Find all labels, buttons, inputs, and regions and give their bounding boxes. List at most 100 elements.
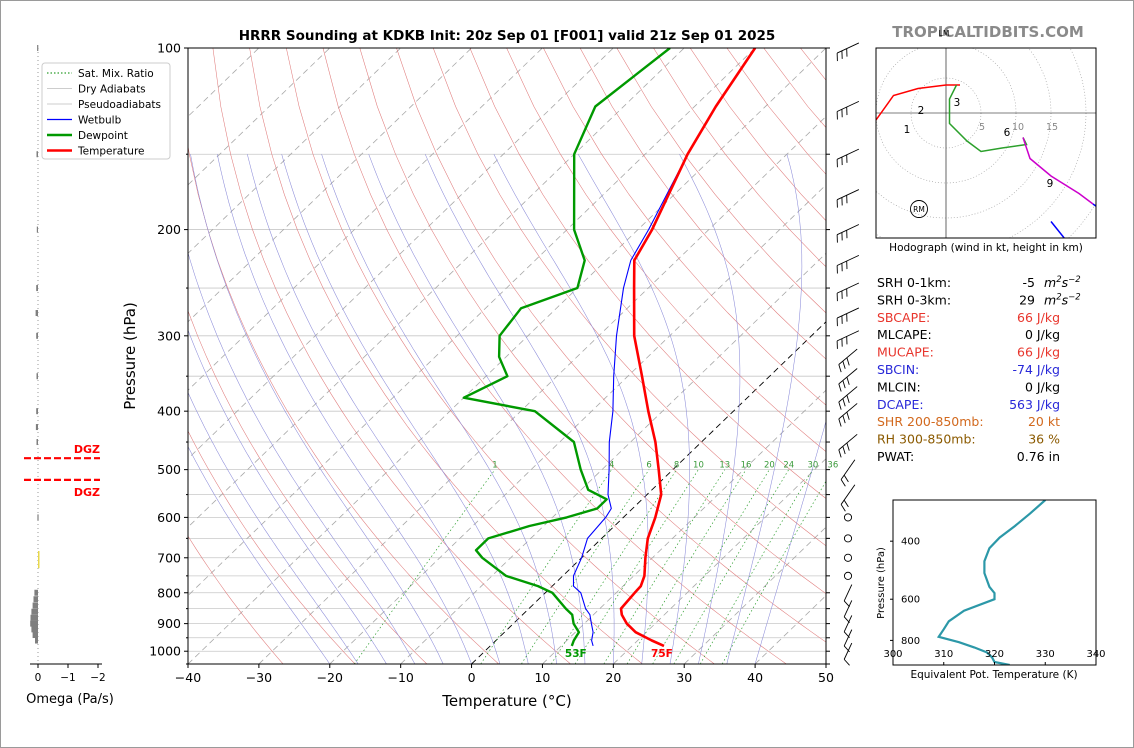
x-tick-label: 40 <box>747 670 763 685</box>
wind-barb-feather <box>838 383 842 392</box>
index-label: MLCIN: <box>877 379 921 394</box>
x-tick-label: 50 <box>818 670 834 685</box>
hodograph-height-label: 6 <box>1004 127 1011 139</box>
omega-bar <box>34 589 38 596</box>
dry-adiabat-line <box>286 48 715 664</box>
mixing-ratio-label: 30 <box>807 461 818 471</box>
dry-adiabat-line <box>579 48 826 360</box>
calm-wind-circle <box>843 553 853 562</box>
index-value: -5 <box>1023 275 1035 290</box>
theta-e-x-tick-label: 340 <box>1086 649 1105 660</box>
storm-motion-rm-circle <box>910 200 928 218</box>
moist-adiabat-line <box>493 154 649 664</box>
x-tick-label: 30 <box>676 670 692 685</box>
legend-label: Dry Adiabats <box>78 84 146 96</box>
wind-barb-staff <box>843 615 853 632</box>
wind-barb-staff <box>843 600 853 617</box>
moist-adiabat-line <box>188 329 387 664</box>
mixing-ratio-line <box>480 469 612 664</box>
y-tick-label: 400 <box>157 404 181 419</box>
mixing-ratio-label: 16 <box>741 461 752 471</box>
omega-bar <box>31 608 38 615</box>
moist-adiabat-line <box>188 446 331 664</box>
moist-adiabat-line <box>368 154 586 664</box>
index-value: 66 J/kg <box>1017 310 1060 325</box>
wind-barb-staff <box>843 642 853 660</box>
mixing-ratio-label: 36 <box>827 461 838 471</box>
dry-adiabat-line <box>396 48 826 594</box>
legend: Sat. Mix. Ratio Dry Adiabats Pseudoadiabat… <box>41 62 171 160</box>
wind-barb-feather <box>840 504 846 512</box>
hodograph-height-label: 2 <box>918 105 925 117</box>
isotherm-line <box>329 184 826 664</box>
wind-barb-feather <box>842 446 846 455</box>
hodograph-labels: 5 10 15 12 3 6 9 RM LM <box>904 29 1058 218</box>
index-value: 0 J/kg <box>1025 327 1060 342</box>
theta-e-profile-line <box>936 500 1047 665</box>
x-tick-label: −30 <box>246 670 272 685</box>
wind-barb-staff <box>838 368 858 385</box>
legend-label: Pseudoadiabats <box>78 99 161 111</box>
dry-adiabat-line <box>249 48 643 664</box>
mixing-ratio-line <box>721 480 826 664</box>
index-value: 36 % <box>1028 432 1060 447</box>
index-value: 29 <box>1019 292 1035 307</box>
moist-adiabat-line <box>577 154 690 664</box>
isotherm-line <box>258 115 826 664</box>
omega-bar <box>36 373 38 380</box>
isotherm-line <box>188 48 756 597</box>
sounding-indices: SRH 0-1km: -5 m2s−2 SRH 0-3km: 29 m2s−2 SBCAPE… <box>877 275 1081 464</box>
wind-barb-feather <box>842 360 846 369</box>
theta-e-y-tick-label: 600 <box>901 595 920 606</box>
skewt-plot-frame <box>187 47 827 665</box>
skewt-annotations: 1 4 6 8 10 13 16 20 24 30 36 75F 53F <box>492 461 838 660</box>
y-tick-label: 600 <box>157 510 181 525</box>
omega-bar <box>32 632 38 639</box>
theta-e-y-tick-label: 800 <box>901 636 920 647</box>
hodograph-ring-label: 5 <box>979 122 985 133</box>
mixing-ratio-label: 1 <box>492 461 497 471</box>
dry-adiabat-line <box>432 48 826 547</box>
wind-barb-feather <box>843 659 850 666</box>
wind-barb-feather <box>843 645 850 653</box>
wind-barb-staff <box>836 189 860 201</box>
wind-barb-staff <box>843 584 853 602</box>
wind-barb-staff <box>838 348 858 365</box>
hodograph-segment-0-3km <box>876 84 960 122</box>
omega-x-tick-label: 0 <box>35 672 42 684</box>
wind-barb-feather <box>846 442 850 451</box>
dry-adiabat-line <box>616 48 826 314</box>
omega-panel: 0 −1 −2 <box>24 45 106 684</box>
theta-e-plot <box>936 500 1047 665</box>
wind-barb-feather <box>843 600 850 608</box>
index-unit: m2s−2 <box>1044 275 1081 290</box>
wind-barb-staff <box>838 386 858 403</box>
wind-barb-feather <box>846 395 850 403</box>
dgz-label-top: DGZ <box>74 443 100 456</box>
dry-adiabat-line <box>188 535 284 664</box>
wind-barb-staff <box>840 459 856 480</box>
legend-label: Wetbulb <box>78 115 122 127</box>
index-value: 0 J/kg <box>1025 379 1060 394</box>
wind-barb-feather <box>846 411 850 420</box>
wind-barb-feather <box>838 418 842 427</box>
legend-label: Temperature <box>77 146 145 158</box>
y-tick-label: 900 <box>157 616 181 631</box>
moist-adiabat-line <box>247 154 501 664</box>
x-tick-label: −40 <box>175 670 201 685</box>
theta-e-x-tick-label: 330 <box>1036 649 1055 660</box>
hodograph-background <box>876 48 1096 238</box>
omega-bar <box>30 614 38 621</box>
storm-motion-rm-label: RM <box>913 205 925 214</box>
wind-barb-feather <box>843 631 850 639</box>
legend-label: Sat. Mix. Ratio <box>78 68 154 80</box>
dry-adiabat-line <box>469 48 826 499</box>
wind-barb-staff <box>840 484 856 505</box>
isotherm-line <box>188 48 543 391</box>
wetbulb-profile-line <box>572 48 756 647</box>
index-value: 563 J/kg <box>1009 397 1060 412</box>
mixing-ratio-line <box>699 469 814 664</box>
dry-adiabat-line <box>188 430 356 664</box>
omega-bar <box>35 310 38 317</box>
